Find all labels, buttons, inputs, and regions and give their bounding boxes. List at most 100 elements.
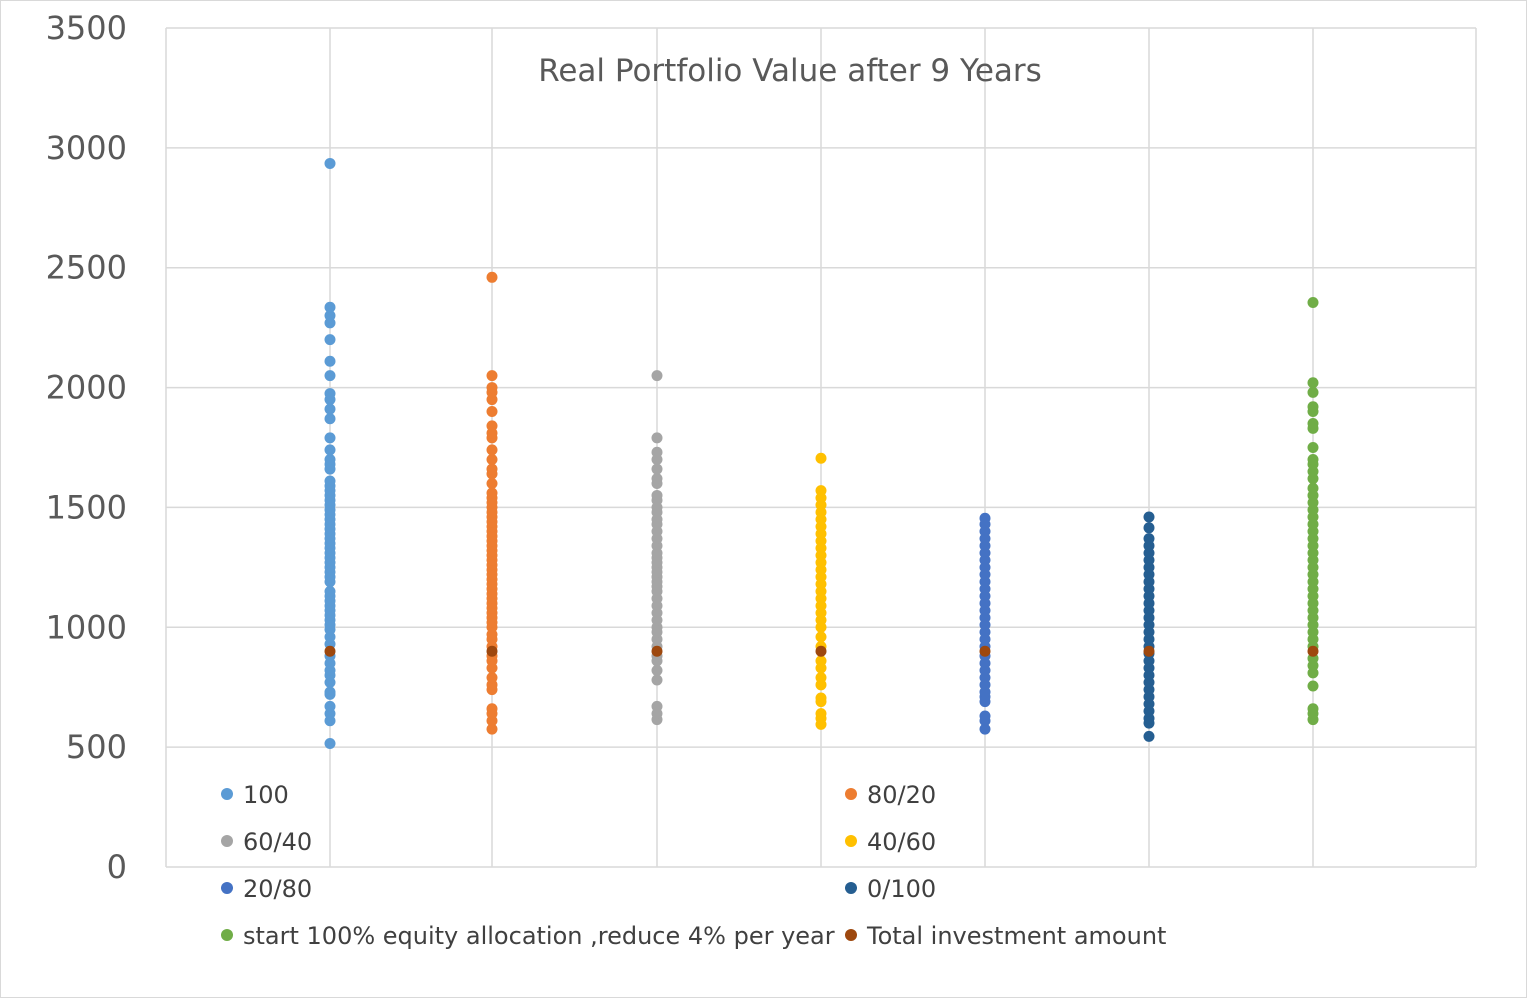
series-1 bbox=[324, 157, 336, 750]
data-point bbox=[1143, 645, 1155, 657]
data-point bbox=[815, 452, 827, 464]
data-point bbox=[1307, 442, 1319, 453]
data-point bbox=[324, 413, 336, 425]
data-point bbox=[486, 453, 498, 465]
data-point bbox=[1307, 296, 1319, 308]
data-point bbox=[486, 672, 498, 684]
data-point bbox=[1143, 730, 1155, 742]
chart-title: Real Portfolio Value after 9 Years bbox=[538, 53, 1042, 89]
data-point bbox=[486, 370, 498, 382]
data-point bbox=[486, 406, 498, 418]
legend-item: start 100% equity allocation ,reduce 4% … bbox=[221, 922, 835, 950]
legend-item: 80/20 bbox=[845, 781, 936, 809]
data-point bbox=[815, 645, 827, 657]
legend-item: 100 bbox=[221, 781, 289, 809]
data-point bbox=[324, 444, 336, 456]
data-point bbox=[651, 370, 663, 382]
data-point bbox=[324, 645, 336, 657]
legend-marker bbox=[845, 882, 857, 894]
data-point bbox=[815, 631, 827, 643]
y-tick-label: 1000 bbox=[46, 608, 127, 646]
data-point bbox=[815, 692, 827, 704]
series-6 bbox=[1143, 511, 1155, 742]
data-point bbox=[979, 710, 991, 722]
legend-marker bbox=[221, 788, 233, 800]
data-point bbox=[324, 310, 336, 322]
data-point bbox=[324, 432, 336, 444]
data-point bbox=[486, 723, 498, 735]
data-point bbox=[324, 686, 336, 698]
data-points bbox=[324, 157, 1319, 750]
data-point bbox=[651, 473, 663, 485]
data-point bbox=[324, 700, 336, 712]
data-point bbox=[324, 585, 336, 597]
legend-label: 60/40 bbox=[243, 828, 312, 856]
legend-label: 80/20 bbox=[867, 781, 936, 809]
legend-marker bbox=[221, 882, 233, 894]
legend-label: 20/80 bbox=[243, 875, 312, 903]
data-point bbox=[486, 463, 498, 475]
data-point bbox=[324, 334, 336, 346]
data-point bbox=[651, 489, 663, 501]
legend-label: 100 bbox=[243, 781, 289, 809]
data-point bbox=[651, 664, 663, 676]
data-point bbox=[651, 674, 663, 686]
data-point bbox=[1307, 401, 1319, 413]
data-point bbox=[1307, 386, 1319, 398]
gridlines bbox=[165, 27, 1477, 868]
legend-marker bbox=[221, 929, 233, 941]
data-point bbox=[486, 444, 498, 456]
legend-label: start 100% equity allocation ,reduce 4% … bbox=[243, 922, 835, 950]
data-point bbox=[324, 388, 336, 400]
series-5 bbox=[979, 512, 991, 735]
data-point bbox=[815, 485, 827, 497]
legend-marker bbox=[845, 835, 857, 847]
y-tick-label: 3000 bbox=[46, 129, 127, 167]
legend-item: 20/80 bbox=[221, 875, 312, 903]
legend-marker bbox=[845, 929, 857, 941]
y-tick-label: 500 bbox=[66, 728, 127, 766]
data-point bbox=[324, 738, 336, 750]
data-point bbox=[651, 463, 663, 475]
legend-item: Total investment amount bbox=[845, 922, 1166, 950]
legend-marker bbox=[221, 835, 233, 847]
data-point bbox=[1307, 645, 1319, 657]
data-point bbox=[1143, 533, 1155, 545]
data-point bbox=[1307, 680, 1319, 692]
y-tick-label: 2500 bbox=[46, 249, 127, 287]
data-point bbox=[1307, 482, 1319, 494]
data-point bbox=[324, 355, 336, 367]
data-point bbox=[324, 453, 336, 465]
y-axis-ticks: 0 500 1000 1500 2000 2500 3000 3500 bbox=[46, 9, 127, 886]
legend-item: 0/100 bbox=[845, 875, 936, 903]
series-7 bbox=[1307, 296, 1319, 726]
data-point bbox=[324, 370, 336, 382]
data-point bbox=[324, 301, 336, 313]
data-point bbox=[486, 271, 498, 283]
data-point bbox=[651, 700, 663, 712]
data-point bbox=[486, 487, 498, 499]
data-point bbox=[815, 708, 827, 720]
series-4 bbox=[815, 452, 827, 730]
data-point bbox=[1307, 453, 1319, 465]
data-point bbox=[1143, 522, 1155, 534]
y-tick-label: 0 bbox=[107, 848, 127, 886]
data-point bbox=[1307, 377, 1319, 389]
y-tick-label: 1500 bbox=[46, 488, 127, 526]
data-point bbox=[486, 645, 498, 657]
data-point bbox=[324, 157, 336, 169]
data-point bbox=[1143, 511, 1155, 523]
legend-item: 40/60 bbox=[845, 828, 936, 856]
data-point bbox=[815, 672, 827, 684]
legend-label: 40/60 bbox=[867, 828, 936, 856]
legend: 100 80/20 60/40 40/60 20/80 0/100 start 100% e… bbox=[221, 781, 1166, 950]
series-2 bbox=[486, 271, 498, 735]
data-point bbox=[486, 477, 498, 489]
y-tick-label: 3500 bbox=[46, 9, 127, 47]
data-point bbox=[486, 703, 498, 715]
data-point bbox=[651, 645, 663, 657]
data-point bbox=[324, 403, 336, 415]
data-point bbox=[815, 655, 827, 667]
